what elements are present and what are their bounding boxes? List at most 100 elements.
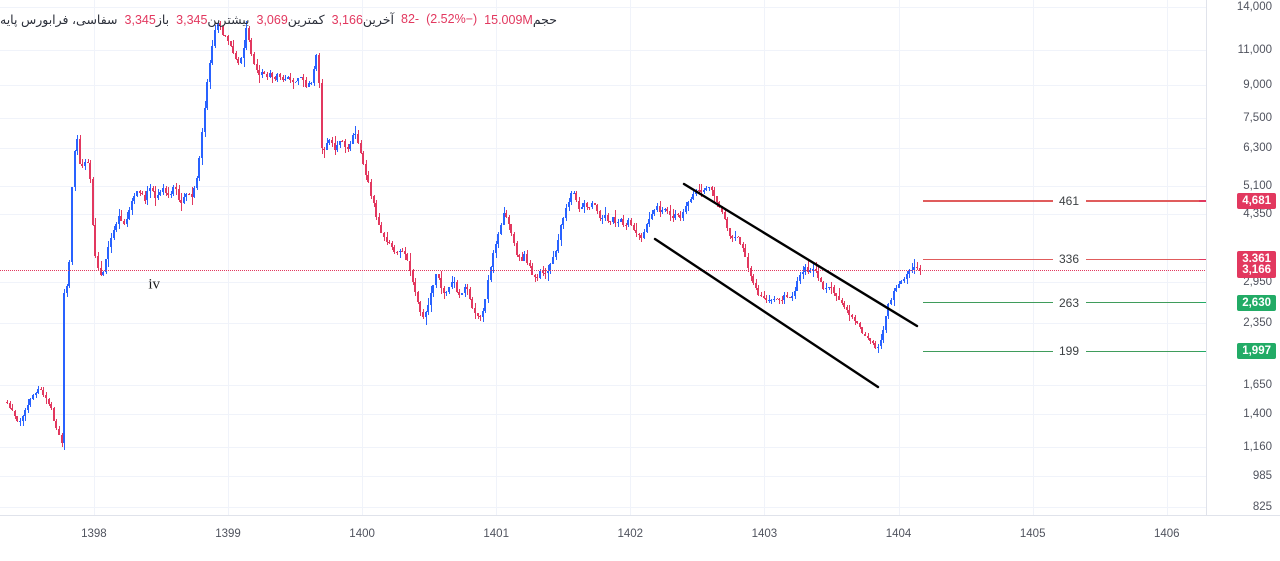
candle-body xyxy=(99,268,102,275)
candle-body xyxy=(760,294,762,297)
candle-body xyxy=(827,286,830,288)
candle-body xyxy=(130,201,133,210)
candle-body xyxy=(617,221,619,224)
candle-body xyxy=(832,287,835,294)
candle-body xyxy=(502,213,505,225)
gridline-h xyxy=(0,185,1207,187)
candle-body xyxy=(890,299,892,305)
candle-wick xyxy=(711,186,713,197)
candle-body xyxy=(507,217,510,225)
candle-body xyxy=(916,266,918,269)
candle-body xyxy=(442,288,445,294)
candle-body xyxy=(182,197,185,204)
level-line-right[interactable] xyxy=(1086,258,1207,261)
candle-wick xyxy=(292,77,294,90)
time-axis[interactable]: 1398 1399 1400 1401 1402 1403 1404 1405 1406 xyxy=(0,515,1280,561)
level-line[interactable] xyxy=(923,301,1053,304)
candle-body xyxy=(552,257,554,264)
level-line[interactable] xyxy=(923,200,1053,202)
price-tag[interactable]: 3,166 xyxy=(1237,261,1276,278)
candle-body xyxy=(50,403,53,408)
candle-wick xyxy=(355,125,357,139)
candle-body xyxy=(476,312,479,316)
candle-body xyxy=(273,77,276,80)
candle-body xyxy=(16,416,19,422)
candle-body xyxy=(640,234,643,238)
level-line-right[interactable] xyxy=(1086,350,1207,353)
candle-body xyxy=(653,209,656,214)
candle-body xyxy=(801,271,804,275)
candle-body xyxy=(788,297,791,299)
level-axis-stub xyxy=(1199,350,1207,353)
candle-body xyxy=(557,240,560,251)
candle-body xyxy=(461,292,463,295)
candle-body xyxy=(679,214,682,219)
price-axis[interactable]: 14,000 11,000 9,000 7,500 6,300 5,100 4,350 2,9… xyxy=(1206,0,1280,515)
candle-body xyxy=(128,210,131,219)
channel-lower-line[interactable] xyxy=(653,237,880,389)
candle-body xyxy=(247,27,250,41)
candle-body xyxy=(42,390,45,396)
price-tag[interactable]: 1,997 xyxy=(1237,343,1276,360)
candle-body xyxy=(708,187,710,189)
candle-body xyxy=(554,250,557,258)
candle-wick xyxy=(914,258,916,274)
candle-body xyxy=(697,189,700,191)
candle-wick xyxy=(735,230,736,242)
candle-body xyxy=(515,243,518,255)
candle-body xyxy=(320,82,323,149)
candle-body xyxy=(448,287,450,292)
candle-body xyxy=(879,340,882,347)
candle-wick xyxy=(170,191,172,198)
level-line[interactable] xyxy=(923,258,1053,261)
candle-body xyxy=(874,342,877,349)
candle-body xyxy=(94,224,97,256)
candle-body xyxy=(312,69,315,84)
candle-body xyxy=(250,40,253,54)
candle-body xyxy=(812,268,814,270)
candle-body xyxy=(900,280,903,284)
level-line[interactable] xyxy=(923,350,1053,353)
candle-body xyxy=(609,220,612,223)
candle-body xyxy=(819,277,822,283)
level-line-right[interactable] xyxy=(1086,200,1207,202)
candle-body xyxy=(78,138,81,165)
candle-body xyxy=(845,306,848,310)
candle-wick xyxy=(303,73,305,88)
candle-body xyxy=(286,77,289,80)
candle-body xyxy=(445,291,448,294)
candle-body xyxy=(310,83,313,85)
plot-area[interactable]: 461 336 263 199 iv xyxy=(0,0,1207,515)
candle-body xyxy=(624,224,627,226)
channel-upper-line[interactable] xyxy=(682,182,919,328)
candle-body xyxy=(903,279,905,281)
candle-body xyxy=(422,312,424,318)
candle-wick xyxy=(399,248,401,259)
candle-body xyxy=(882,330,885,341)
candle-body xyxy=(375,203,378,218)
candle-body xyxy=(188,194,190,196)
candle-body xyxy=(284,79,287,81)
candle-body xyxy=(783,295,786,301)
candle-body xyxy=(601,218,604,220)
candle-body xyxy=(263,71,266,74)
candle-body xyxy=(86,161,89,163)
candle-body xyxy=(705,187,708,190)
wave-label: iv xyxy=(148,276,161,293)
candle-wick xyxy=(324,147,326,158)
candle-body xyxy=(474,307,476,313)
price-tag[interactable]: 2,630 xyxy=(1237,294,1276,311)
candle-body xyxy=(684,206,687,212)
level-line-right[interactable] xyxy=(1086,301,1207,304)
price-tag[interactable]: 4,681 xyxy=(1237,192,1276,209)
candle-body xyxy=(648,218,651,224)
candle-body xyxy=(156,194,159,199)
candle-body xyxy=(754,283,757,289)
candle-wick xyxy=(142,190,144,195)
candle-body xyxy=(370,182,372,196)
candle-body xyxy=(804,266,807,272)
candle-body xyxy=(663,208,666,210)
candle-body xyxy=(913,266,916,271)
candle-body xyxy=(224,35,227,37)
time-tick-label: 1405 xyxy=(1019,528,1046,540)
